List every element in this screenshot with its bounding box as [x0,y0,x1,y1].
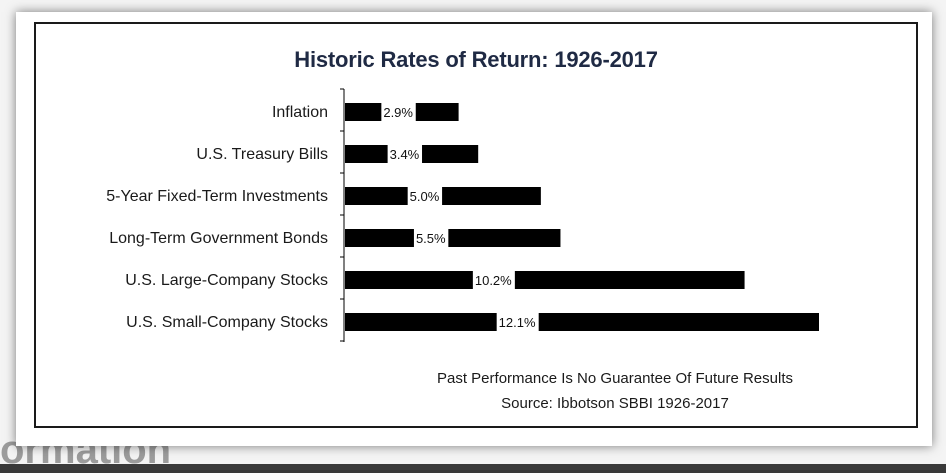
data-label-background [472,271,515,289]
data-label-background [407,187,443,205]
data-label: 2.9% [383,105,413,120]
data-label: 5.5% [416,231,446,246]
data-label-background [381,103,416,121]
category-label: U.S. Large-Company Stocks [125,272,328,289]
data-label-background [413,229,449,247]
data-label: 12.1% [499,315,536,330]
source-text: Source: Ibbotson SBBI 1926-2017 [501,395,729,412]
data-label: 3.4% [390,147,420,162]
bar [345,187,541,205]
category-label: U.S. Small-Company Stocks [126,314,328,331]
category-label: 5-Year Fixed-Term Investments [106,188,328,205]
bar [345,271,745,289]
category-label: U.S. Treasury Bills [196,146,328,163]
category-label: Long-Term Government Bonds [109,230,328,247]
bar [345,313,819,331]
category-label: Inflation [272,104,328,121]
bar [345,229,561,247]
data-label-background [387,145,423,163]
disclaimer-text: Past Performance Is No Guarantee Of Futu… [437,370,793,387]
data-label: 10.2% [475,273,512,288]
chart-title: Historic Rates of Return: 1926-2017 [294,47,658,72]
data-label: 5.0% [410,189,440,204]
chart-panel [34,22,918,428]
data-label-background [496,313,539,331]
